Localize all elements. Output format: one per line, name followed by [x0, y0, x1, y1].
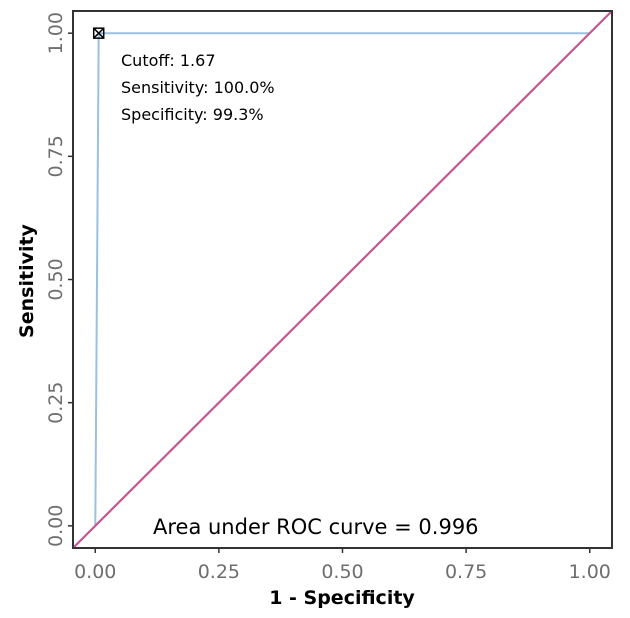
- y-axis-title: Sensitivity: [16, 223, 38, 337]
- y-axis-ticks: 0.00 0.25 0.50 0.75 1.00: [45, 12, 73, 547]
- x-axis-title: 1 - Specificity: [269, 587, 415, 609]
- y-tick-label: 1.00: [45, 12, 67, 54]
- sensitivity-label: Sensitivity: 100.0%: [121, 78, 275, 97]
- y-tick-label: 0.50: [45, 258, 67, 300]
- plot-area: [73, 11, 612, 548]
- y-tick-label: 0.00: [45, 505, 67, 547]
- auc-label: Area under ROC curve = 0.996: [153, 515, 479, 539]
- x-tick-label: 0.50: [321, 561, 363, 583]
- reference-diagonal-line: [73, 11, 612, 548]
- optimal-cutoff-marker: [92, 27, 105, 39]
- x-tick-label: 0.75: [445, 561, 487, 583]
- x-tick-label: 0.00: [74, 561, 116, 583]
- y-tick-label: 0.25: [45, 382, 67, 424]
- specificity-label: Specificity: 99.3%: [121, 105, 264, 124]
- x-tick-label: 1.00: [569, 561, 611, 583]
- cutoff-label: Cutoff: 1.67: [121, 51, 216, 70]
- x-tick-label: 0.25: [198, 561, 240, 583]
- y-tick-label: 0.75: [45, 135, 67, 177]
- x-axis-ticks: 0.00 0.25 0.50 0.75 1.00: [74, 548, 611, 583]
